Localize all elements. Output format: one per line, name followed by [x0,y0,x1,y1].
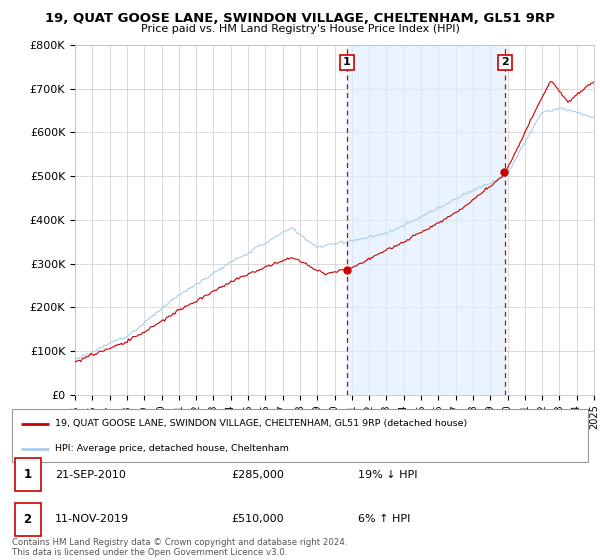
Text: 2: 2 [23,513,32,526]
Text: 1: 1 [23,468,32,481]
Text: 19% ↓ HPI: 19% ↓ HPI [358,470,417,479]
Text: 21-SEP-2010: 21-SEP-2010 [55,470,126,479]
Text: Contains HM Land Registry data © Crown copyright and database right 2024.
This d: Contains HM Land Registry data © Crown c… [12,538,347,557]
Text: £285,000: £285,000 [231,470,284,479]
Text: 6% ↑ HPI: 6% ↑ HPI [358,514,410,524]
Bar [347,45,505,395]
FancyBboxPatch shape [15,503,41,536]
Text: Price paid vs. HM Land Registry's House Price Index (HPI): Price paid vs. HM Land Registry's House … [140,24,460,34]
Text: 19, QUAT GOOSE LANE, SWINDON VILLAGE, CHELTENHAM, GL51 9RP: 19, QUAT GOOSE LANE, SWINDON VILLAGE, CH… [45,12,555,25]
Text: 2: 2 [501,57,509,67]
Text: 1: 1 [343,57,351,67]
Text: HPI: Average price, detached house, Cheltenham: HPI: Average price, detached house, Chel… [55,444,289,453]
Text: £510,000: £510,000 [231,514,284,524]
FancyBboxPatch shape [15,458,41,491]
Text: 11-NOV-2019: 11-NOV-2019 [55,514,130,524]
FancyBboxPatch shape [12,409,588,462]
Text: 19, QUAT GOOSE LANE, SWINDON VILLAGE, CHELTENHAM, GL51 9RP (detached house): 19, QUAT GOOSE LANE, SWINDON VILLAGE, CH… [55,419,467,428]
